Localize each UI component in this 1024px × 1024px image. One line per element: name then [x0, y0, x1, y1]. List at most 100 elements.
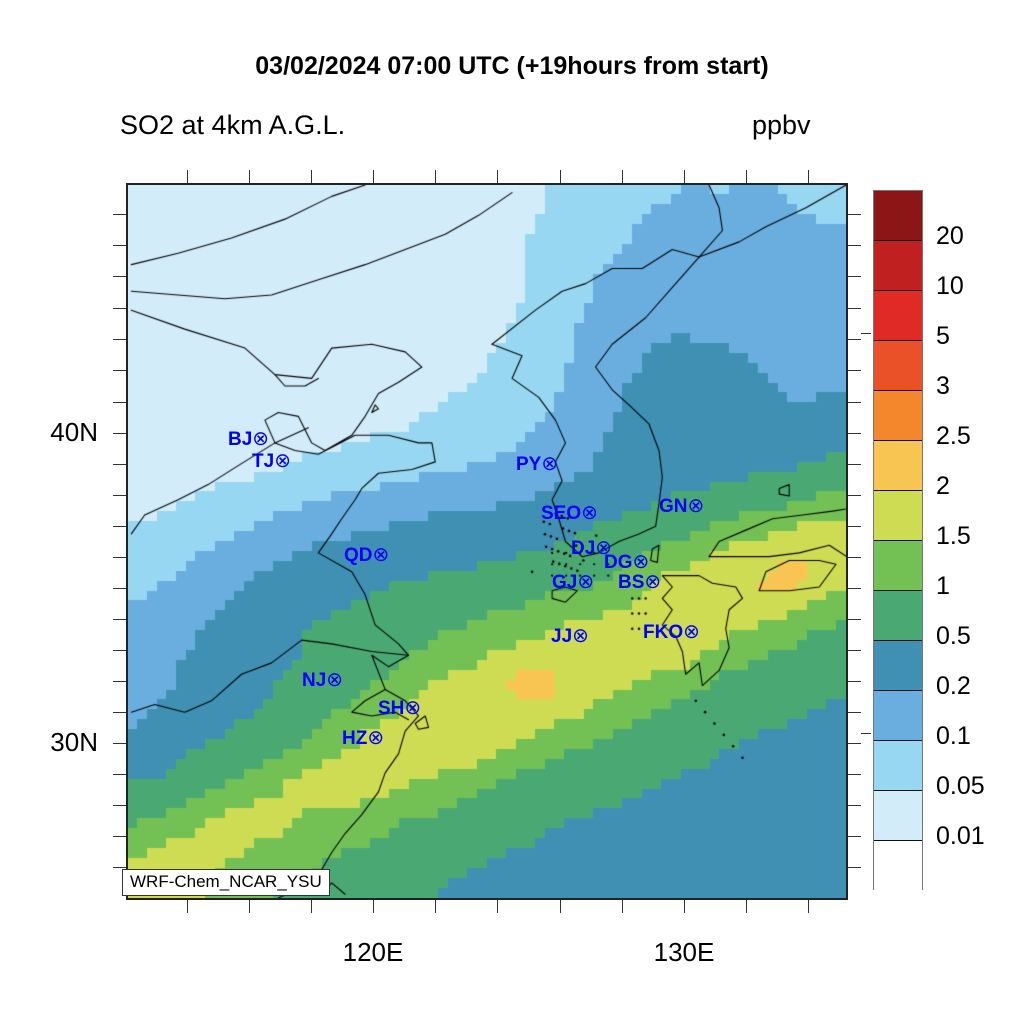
y-tick-right-0	[848, 214, 861, 215]
y-tick-right-14	[848, 650, 861, 651]
x-tick-minor-0	[187, 900, 188, 913]
colorbar-band-4	[874, 391, 922, 441]
city-code: GJ	[552, 572, 578, 593]
colorbar[interactable]	[873, 190, 923, 891]
colorbar-label-10: 10	[936, 272, 964, 300]
city-label-bs: BS⊗	[618, 572, 661, 592]
colorbar-label-0p1: 0.1	[936, 722, 971, 750]
x-tick-minor-1	[249, 900, 250, 913]
colorbar-band-8	[874, 591, 922, 641]
colorbar-band-2	[874, 291, 922, 341]
figure-subtitle: SO2 at 4km A.G.L.	[120, 110, 346, 140]
city-code: DG	[604, 552, 633, 573]
station-marker-icon: ⊗	[367, 727, 385, 749]
city-code: NJ	[302, 670, 327, 691]
station-marker-icon: ⊗	[683, 621, 700, 643]
y-tick-right-15	[848, 681, 861, 682]
colorbar-label-3: 3	[936, 372, 950, 400]
city-code: QD	[344, 545, 373, 566]
colorbar-band-6	[874, 491, 922, 541]
x-tick-top-6	[560, 170, 561, 183]
map-plot-area[interactable]	[126, 183, 848, 900]
y-tick-right-4	[848, 339, 861, 340]
colorbar-band-1	[874, 241, 922, 291]
city-code: BJ	[228, 429, 253, 450]
city-label-fko: FKO⊗	[643, 621, 700, 643]
colorbar-label-2p5: 2.5	[936, 422, 971, 450]
x-tick-top-9	[746, 170, 747, 183]
x-tick-minor-7	[622, 900, 623, 913]
y-tick-right-10	[848, 526, 861, 527]
city-label-nj: NJ⊗	[302, 669, 344, 691]
station-marker-icon: ⊗	[372, 544, 390, 566]
y-tick-minor-5	[113, 370, 126, 371]
x-tick-minor-9	[746, 900, 747, 913]
colorbar-band-13	[874, 841, 922, 891]
station-marker-icon: ⊗	[541, 453, 559, 475]
station-marker-icon: ⊗	[326, 669, 344, 691]
colorbar-label-5: 5	[936, 322, 950, 350]
city-label-gj: GJ⊗	[552, 571, 595, 593]
y-tick-minor-7	[113, 433, 126, 434]
colorbar-label-0p5: 0.5	[936, 622, 971, 650]
y-tick-right-20	[848, 836, 861, 837]
city-code: HZ	[342, 728, 368, 749]
y-tick-minor-8	[113, 464, 126, 465]
city-label-jj: JJ⊗	[551, 626, 589, 646]
y-tick-minor-1	[113, 245, 126, 246]
y-tick-right-17	[848, 743, 861, 744]
x-tick-top-7	[622, 170, 623, 183]
colorbar-label-0p05: 0.05	[936, 772, 985, 800]
y-tick-right-5	[848, 370, 861, 371]
y-tick-minor-0	[113, 214, 126, 215]
city-label-tj: TJ⊗	[252, 451, 291, 471]
y-tick-minor-12	[113, 588, 126, 589]
y-axis-label-30N: 30N	[50, 727, 98, 757]
x-tick-top-1	[249, 170, 250, 183]
station-marker-icon: ⊗	[577, 571, 595, 593]
x-tick-minor-4	[435, 900, 436, 913]
y-tick-right-3	[848, 308, 861, 309]
x-tick-top-3	[373, 170, 374, 183]
station-marker-icon: ⊗	[687, 495, 705, 517]
city-code: SEO	[541, 503, 582, 524]
y-tick-right-19	[848, 805, 861, 806]
city-label-bj: BJ⊗	[228, 428, 270, 450]
colorbar-band-10	[874, 691, 922, 741]
y-tick-minor-20	[113, 836, 126, 837]
y-tick-minor-2	[113, 276, 126, 277]
x-tick-minor-6	[560, 900, 561, 913]
x-tick-top-4	[435, 170, 436, 183]
station-marker-icon: ⊗	[252, 428, 270, 450]
colorbar-label-1: 1	[936, 572, 950, 600]
y-tick-minor-11	[113, 557, 126, 558]
city-label-py: PY⊗	[516, 453, 559, 475]
y-tick-minor-19	[113, 805, 126, 806]
units-label: ppbv	[752, 110, 811, 140]
y-tick-right-8	[848, 464, 861, 465]
station-marker-icon: ⊗	[404, 697, 422, 719]
y-tick-minor-9	[113, 495, 126, 496]
colorbar-band-7	[874, 541, 922, 591]
station-marker-icon: ⊗	[632, 551, 650, 573]
x-tick-minor-5	[497, 900, 498, 913]
colorbar-tick-0	[861, 333, 871, 334]
y-tick-right-13	[848, 619, 861, 620]
x-tick-minor-2	[311, 900, 312, 913]
x-tick-major-130E	[684, 900, 685, 913]
y-tick-minor-14	[113, 650, 126, 651]
city-code: GN	[659, 496, 688, 517]
y-tick-right-7	[848, 433, 861, 434]
city-code: DJ	[571, 538, 596, 559]
colorbar-band-3	[874, 341, 922, 391]
city-label-dg: DG⊗	[604, 551, 650, 573]
city-label-qd: QD⊗	[344, 544, 390, 566]
y-tick-right-18	[848, 774, 861, 775]
colorbar-band-11	[874, 741, 922, 791]
y-tick-minor-16	[113, 712, 126, 713]
colorbar-band-12	[874, 791, 922, 841]
y-tick-right-12	[848, 588, 861, 589]
y-tick-right-2	[848, 276, 861, 277]
city-code: FKO	[643, 622, 684, 643]
